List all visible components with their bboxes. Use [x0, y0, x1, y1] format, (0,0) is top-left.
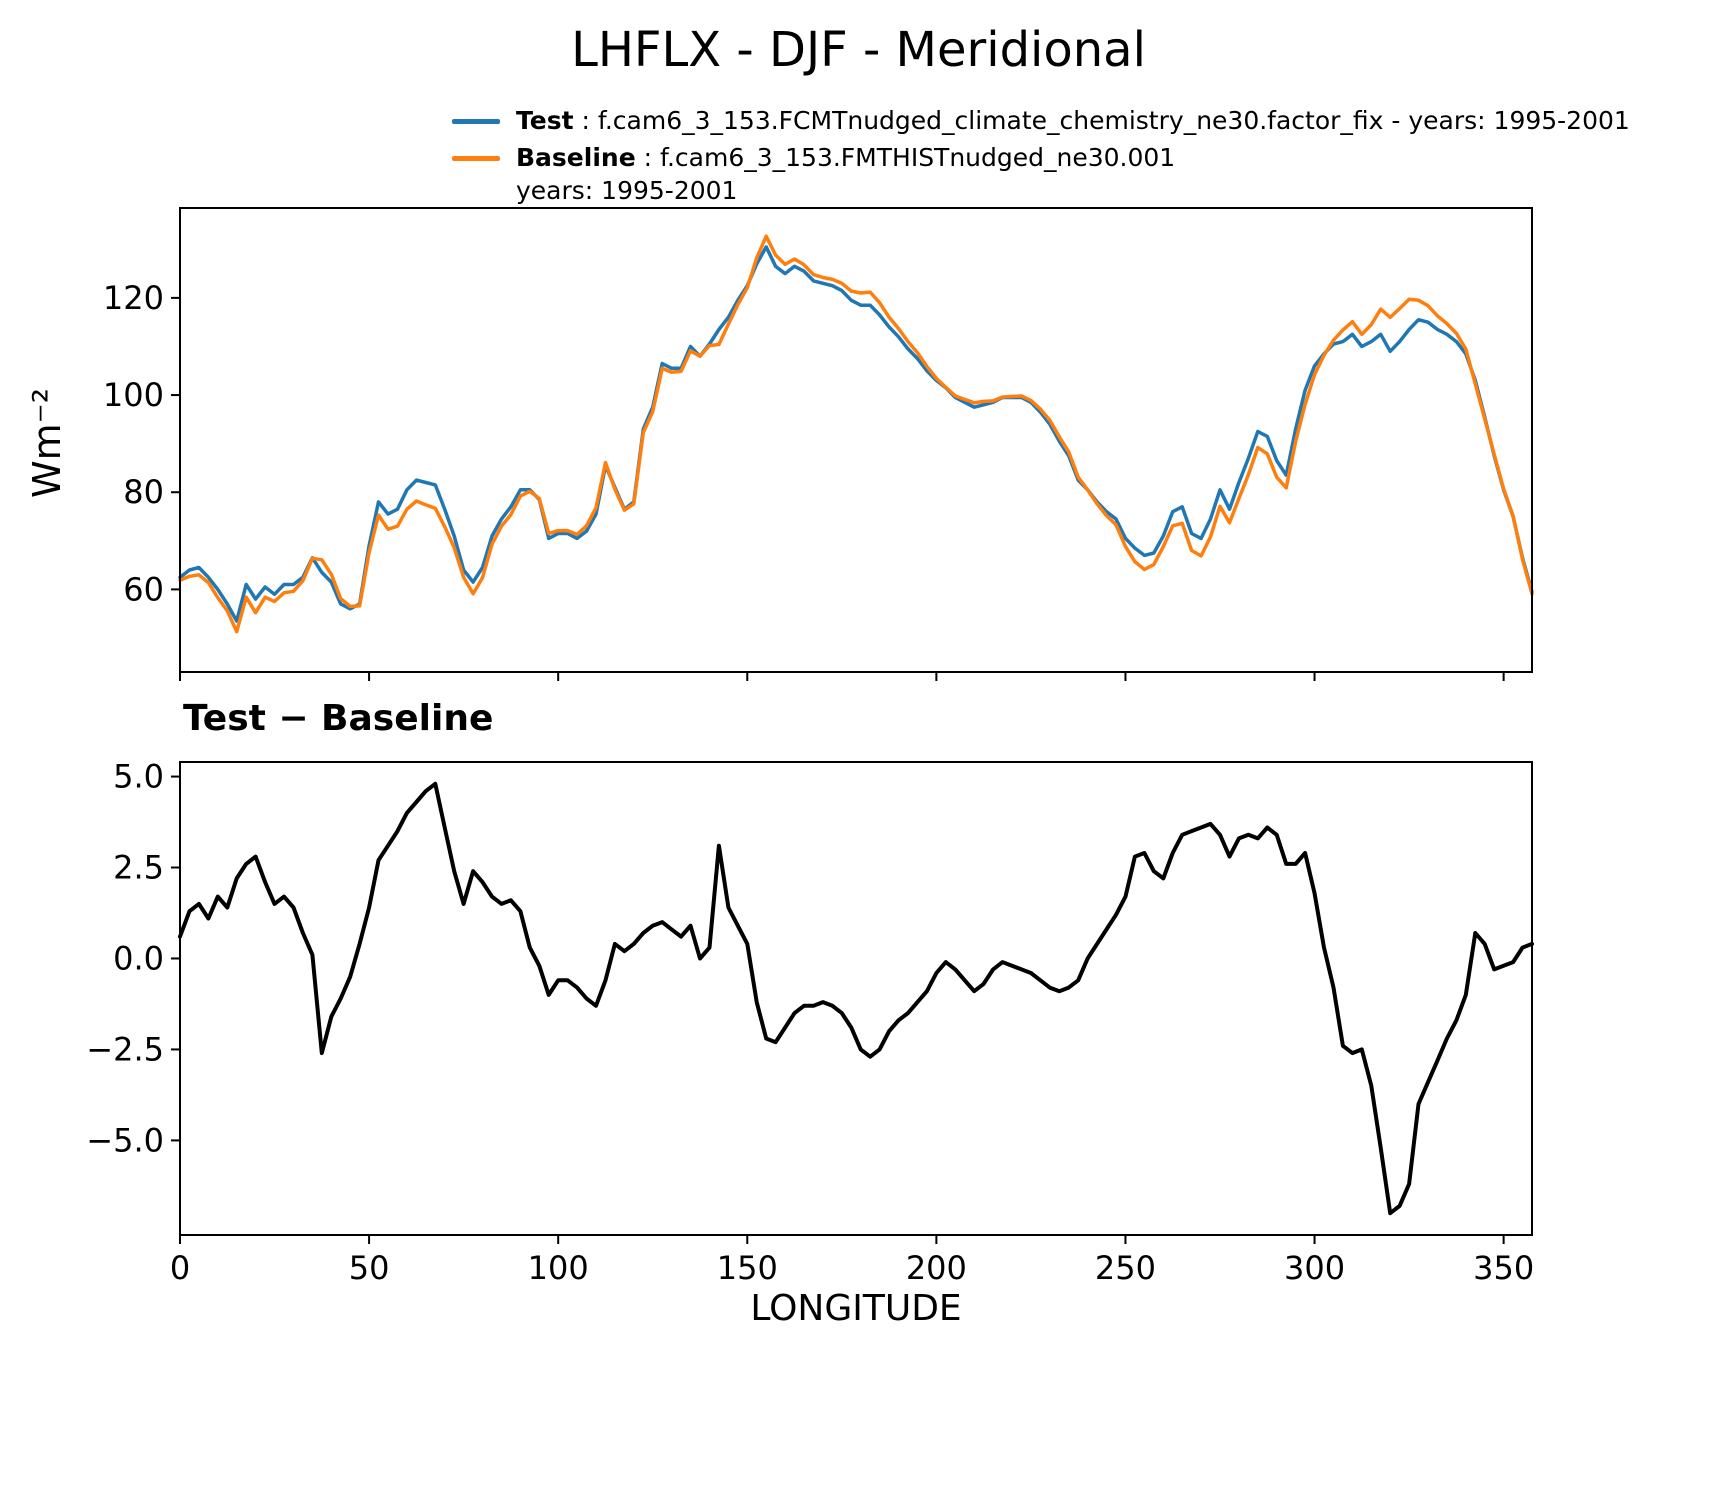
legend-test-entry: Test : f.cam6_3_153.FCMTnudged_climate_c…: [516, 104, 1630, 137]
line-baseline: [178, 234, 1534, 634]
panel-top: 60 80 100 120: [103, 207, 1534, 681]
legend-test-text: : f.cam6_3_153.FCMTnudged_climate_chemis…: [573, 106, 1630, 135]
legend-baseline-entry: Baseline : f.cam6_3_153.FMTHISTnudged_ne…: [516, 141, 1175, 207]
panel-bottom: 0 50 100 150 200 250 300 350 5.0 2.5 0.0 −2.5 −5.0: [86, 758, 1534, 1287]
y-tick-label: 5.0: [113, 758, 164, 796]
baseline-line-swatch: [452, 156, 500, 161]
legend-baseline-text: : f.cam6_3_153.FMTHISTnudged_ne30.001: [635, 143, 1176, 172]
legend-item-baseline: Baseline : f.cam6_3_153.FMTHISTnudged_ne…: [452, 141, 1630, 207]
test-line-swatch: [452, 119, 500, 124]
legend-item-test: Test : f.cam6_3_153.FCMTnudged_climate_c…: [452, 104, 1630, 137]
x-tick-label: 100: [528, 1249, 589, 1287]
line-test: [178, 245, 1534, 623]
axes-border: [179, 207, 1533, 673]
legend-baseline-label: Baseline: [516, 143, 636, 172]
y-tick-label: 2.5: [113, 849, 164, 887]
x-tick-label: 300: [1284, 1249, 1345, 1287]
y-tick-label: 100: [103, 376, 164, 414]
x-tick-label: 50: [349, 1249, 390, 1287]
y-tick-label: 0.0: [113, 939, 164, 977]
x-axis-label: LONGITUDE: [750, 1288, 962, 1329]
y-tick-label: −5.0: [86, 1121, 164, 1159]
x-tick-label: 250: [1095, 1249, 1156, 1287]
legend-baseline-line2: years: 1995-2001: [516, 176, 738, 205]
x-tick-label: 200: [906, 1249, 967, 1287]
legend-test-label: Test: [516, 106, 574, 135]
y-tick-label: −2.5: [86, 1030, 164, 1068]
chart-title: LHFLX - DJF - Meridional: [571, 22, 1146, 78]
x-tick-label: 0: [170, 1249, 190, 1287]
y-tick-label: 80: [123, 473, 164, 511]
diff-panel-title: Test − Baseline: [183, 698, 494, 739]
x-tick-label: 150: [717, 1249, 778, 1287]
x-tick-label: 350: [1473, 1249, 1534, 1287]
y-tick-label: 60: [123, 570, 164, 608]
axes-border: [179, 761, 1533, 1236]
legend-baseline-line1: Baseline : f.cam6_3_153.FMTHISTnudged_ne…: [516, 143, 1175, 172]
y-tick-label: 120: [103, 279, 164, 317]
line-test-baseline: [178, 781, 1534, 1216]
legend: Test : f.cam6_3_153.FCMTnudged_climate_c…: [452, 104, 1630, 211]
